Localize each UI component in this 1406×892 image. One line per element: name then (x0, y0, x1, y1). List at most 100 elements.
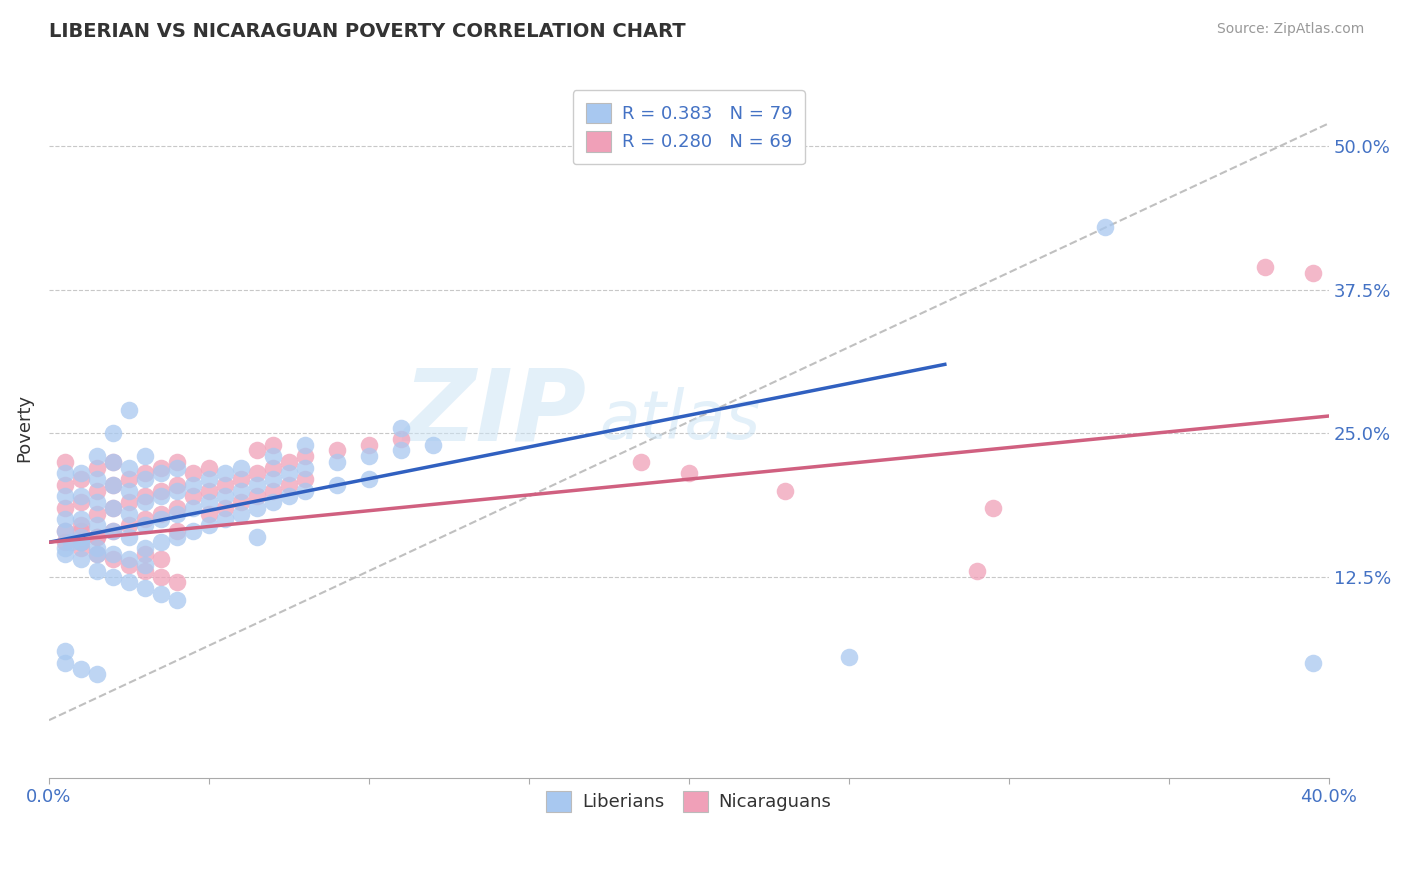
Point (70, 495, 93, 509)
Point (118, 495, 141, 509)
Point (101, 478, 124, 492)
Point (86, 483, 108, 498)
Point (181, 478, 204, 492)
Point (101, 547, 124, 561)
Point (149, 535, 172, 549)
Point (181, 467, 204, 481)
Point (262, 449, 284, 463)
Point (101, 455, 124, 469)
Point (149, 507, 172, 521)
Point (326, 478, 349, 492)
Point (53, 535, 76, 549)
Point (101, 552, 124, 566)
Point (229, 460, 252, 475)
Point (262, 483, 284, 498)
Point (278, 467, 301, 481)
Point (53, 547, 76, 561)
Point (294, 483, 316, 498)
Point (134, 547, 156, 561)
Point (134, 495, 156, 509)
Point (53, 524, 76, 538)
Point (166, 507, 188, 521)
Point (118, 518, 141, 533)
Point (86, 449, 108, 463)
Point (229, 507, 252, 521)
Point (278, 489, 301, 503)
Point (1302, 656, 1324, 670)
Point (86, 564, 108, 578)
Point (86, 472, 108, 486)
Point (246, 529, 269, 543)
Point (198, 472, 221, 486)
Point (246, 489, 269, 503)
Point (678, 467, 700, 481)
Point (86, 541, 108, 555)
Point (198, 460, 221, 475)
Point (134, 558, 156, 573)
Point (1302, 266, 1324, 280)
Point (198, 507, 221, 521)
Point (134, 518, 156, 533)
Point (53, 524, 76, 538)
Point (70, 467, 93, 481)
Point (53, 455, 76, 469)
Text: LIBERIAN VS NICARAGUAN POVERTY CORRELATION CHART: LIBERIAN VS NICARAGUAN POVERTY CORRELATI… (49, 22, 686, 41)
Point (70, 529, 93, 543)
Point (294, 449, 316, 463)
Point (838, 650, 860, 665)
Point (246, 443, 269, 458)
Point (166, 483, 188, 498)
Point (262, 438, 284, 452)
Point (389, 432, 412, 446)
Point (118, 460, 141, 475)
Point (118, 483, 141, 498)
Point (101, 478, 124, 492)
Point (149, 587, 172, 601)
Point (214, 489, 236, 503)
Point (60, 535, 83, 549)
Point (1254, 260, 1277, 274)
Point (118, 552, 141, 566)
Point (149, 489, 172, 503)
Point (198, 483, 221, 498)
Point (166, 478, 188, 492)
Point (198, 495, 221, 509)
Point (214, 478, 236, 492)
Point (101, 570, 124, 584)
Point (134, 564, 156, 578)
Point (357, 449, 380, 463)
Point (118, 507, 141, 521)
Point (262, 472, 284, 486)
Point (246, 467, 269, 481)
Point (70, 489, 93, 503)
Point (134, 449, 156, 463)
Point (149, 512, 172, 526)
Point (278, 478, 301, 492)
Point (86, 460, 108, 475)
Point (53, 489, 76, 503)
Point (118, 529, 141, 543)
Point (53, 656, 76, 670)
Point (981, 500, 1004, 515)
Point (294, 460, 316, 475)
Point (70, 512, 93, 526)
Point (326, 443, 349, 458)
Point (86, 547, 108, 561)
Point (630, 455, 652, 469)
Point (149, 467, 172, 481)
Point (149, 570, 172, 584)
Point (214, 500, 236, 515)
Point (278, 455, 301, 469)
Point (118, 472, 141, 486)
Point (86, 529, 108, 543)
Point (357, 472, 380, 486)
Point (86, 547, 108, 561)
Point (246, 500, 269, 515)
Point (70, 541, 93, 555)
Point (422, 438, 444, 452)
Point (149, 483, 172, 498)
Point (246, 478, 269, 492)
Point (70, 535, 93, 549)
Point (118, 575, 141, 590)
Point (101, 500, 124, 515)
